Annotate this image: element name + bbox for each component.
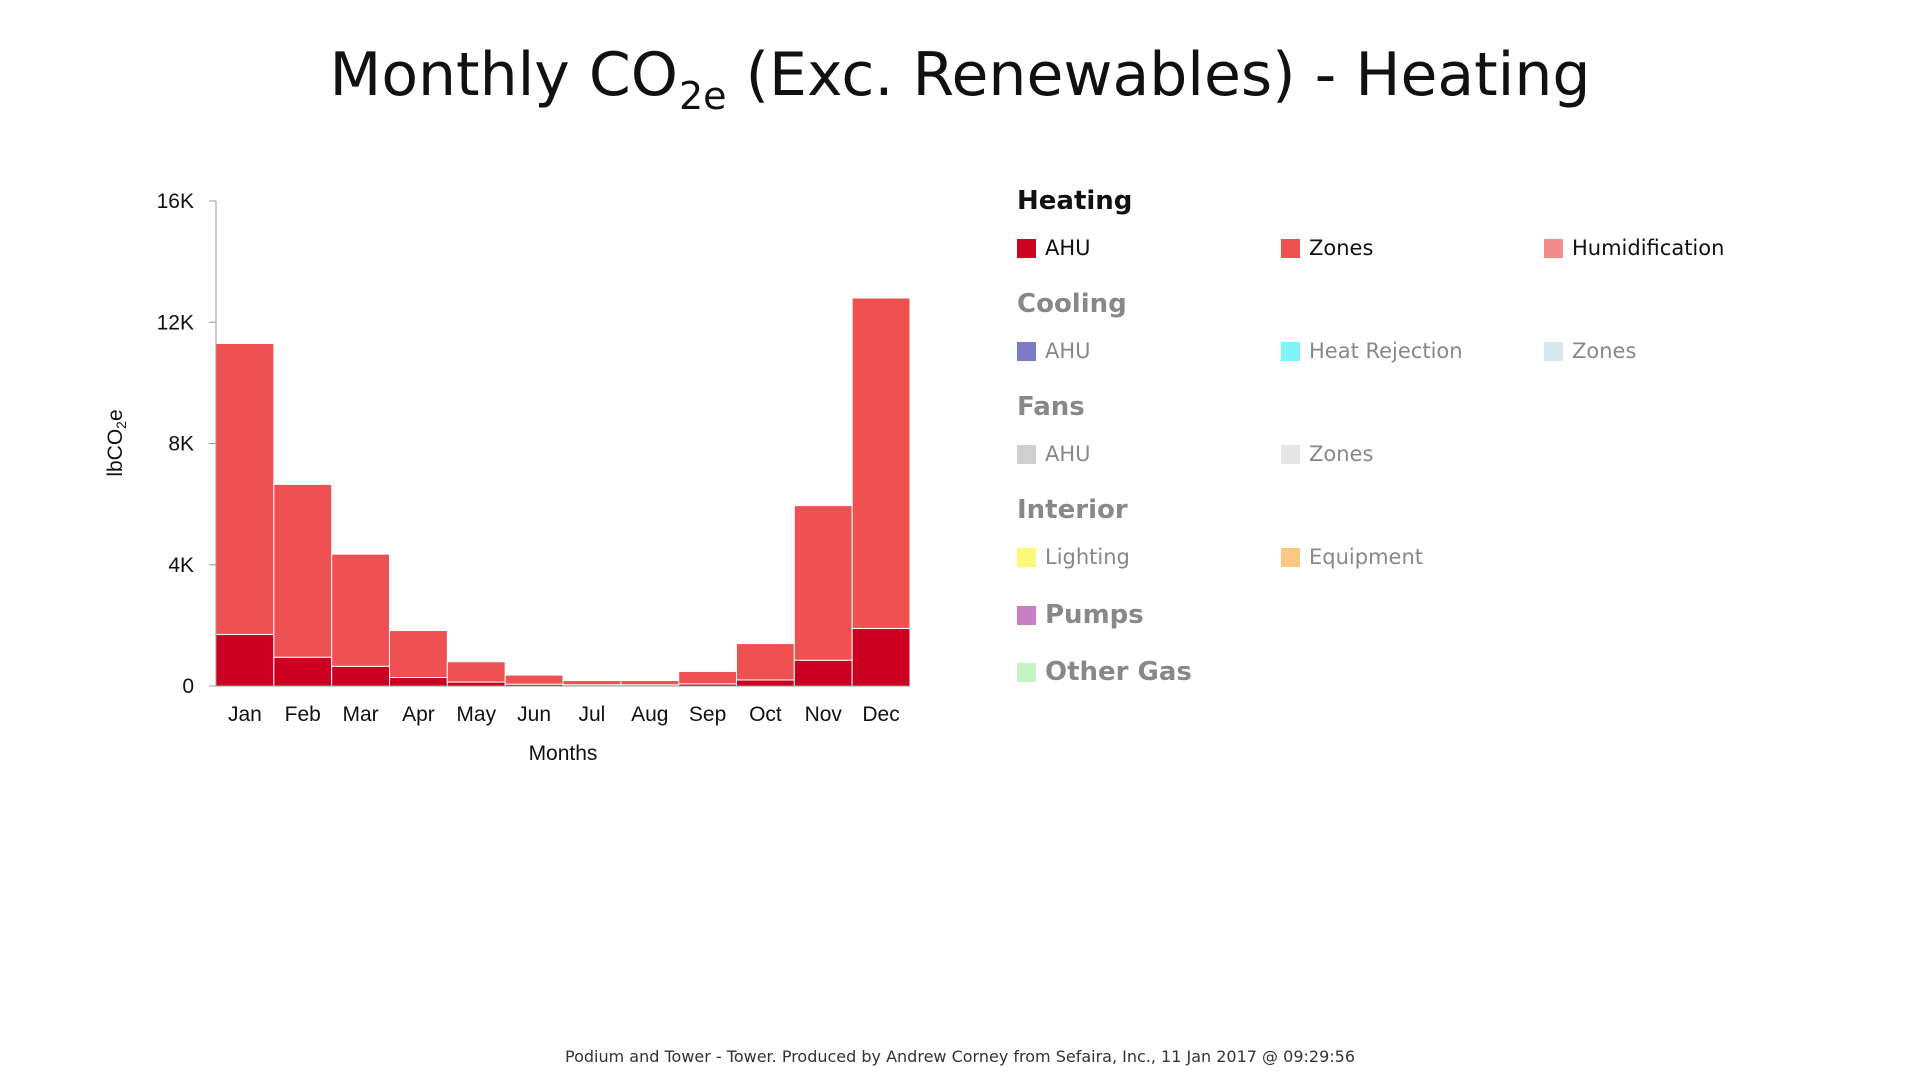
legend-swatch bbox=[1281, 547, 1300, 567]
legend-item-interior-equipment[interactable]: Equipment bbox=[1281, 545, 1423, 569]
bar-jun-zones[interactable] bbox=[504, 674, 564, 685]
legend-swatch bbox=[1017, 341, 1036, 361]
legend-item-other-gas[interactable]: Other Gas bbox=[1017, 657, 1192, 687]
legend-swatch bbox=[1544, 341, 1563, 361]
bar-dec-ahu[interactable] bbox=[851, 627, 911, 687]
bar-nov-zones[interactable] bbox=[793, 505, 853, 661]
legend-label: AHU bbox=[1045, 442, 1091, 466]
bar-oct-zones[interactable] bbox=[736, 643, 795, 681]
legend-swatch bbox=[1281, 444, 1300, 464]
bar-oct-ahu[interactable] bbox=[736, 679, 795, 687]
x-tick-label: Nov bbox=[805, 703, 843, 726]
legend-group-fans[interactable]: Fans bbox=[1017, 392, 1085, 422]
bar-feb-ahu[interactable] bbox=[273, 656, 333, 687]
legend-swatch bbox=[1017, 662, 1036, 682]
bar-aug-zones[interactable] bbox=[620, 680, 680, 686]
y-tick-label: 12K bbox=[157, 311, 194, 334]
legend-label: Heat Rejection bbox=[1309, 339, 1463, 363]
chart-title: Monthly CO2e (Exc. Renewables) - Heating bbox=[329, 40, 1591, 118]
legend-label: Zones bbox=[1309, 236, 1374, 260]
bar-chart: 0 4K 8K 12K 16K Jan Feb Mar Apr May Jun Jul Aug Sep O… bbox=[104, 190, 911, 765]
y-tick-label: 8K bbox=[168, 433, 194, 456]
x-tick-label: Jan bbox=[228, 703, 262, 726]
legend-item-fans-zones[interactable]: Zones bbox=[1281, 442, 1373, 466]
legend-swatch bbox=[1017, 605, 1036, 625]
legend-item-cooling-zones[interactable]: Zones bbox=[1544, 339, 1636, 363]
bar-mar-zones[interactable] bbox=[331, 553, 390, 667]
y-tick-label: 0 bbox=[182, 675, 194, 698]
bar-jan-ahu[interactable] bbox=[215, 633, 275, 687]
bar-may-ahu[interactable] bbox=[446, 681, 506, 687]
legend-label: Other Gas bbox=[1045, 657, 1192, 687]
y-ticks-group: 0 4K 8K 12K 16K bbox=[157, 190, 216, 698]
x-tick-label: Sep bbox=[689, 703, 726, 726]
x-tick-label: Jul bbox=[578, 703, 605, 726]
legend-item-fans-ahu[interactable]: AHU bbox=[1017, 442, 1091, 466]
legend-label: Lighting bbox=[1045, 545, 1130, 569]
x-tick-label: Mar bbox=[342, 703, 378, 726]
legend-group-heating[interactable]: Heating bbox=[1017, 186, 1133, 216]
legend-swatch bbox=[1017, 444, 1036, 464]
bar-may-zones[interactable] bbox=[446, 661, 506, 683]
legend-group-cooling[interactable]: Cooling bbox=[1017, 289, 1127, 319]
x-axis-label: Months bbox=[529, 742, 598, 765]
legend-swatch bbox=[1017, 547, 1036, 567]
legend-item-cooling-ahu[interactable]: AHU bbox=[1017, 339, 1091, 363]
x-tick-label: Apr bbox=[402, 703, 435, 726]
legend-swatch bbox=[1544, 238, 1563, 258]
x-tick-label: Dec bbox=[862, 703, 899, 726]
x-ticks-group: Jan Feb Mar Apr May Jun Jul Aug Sep Oct Nov Dec bbox=[228, 703, 900, 726]
y-axis-label: lbCO2e bbox=[104, 409, 129, 476]
x-tick-label: Jun bbox=[517, 703, 551, 726]
legend-label: Equipment bbox=[1309, 545, 1423, 569]
footer-credit: Podium and Tower - Tower. Produced by An… bbox=[565, 1047, 1355, 1066]
bar-jan-zones[interactable] bbox=[215, 342, 275, 635]
legend-label: Zones bbox=[1309, 442, 1374, 466]
legend-item-heating-zones[interactable]: Zones bbox=[1281, 236, 1373, 260]
legend-item-cooling-heat-rejection[interactable]: Heat Rejection bbox=[1281, 339, 1463, 363]
legend-label: Pumps bbox=[1045, 600, 1144, 630]
legend-label: Humidification bbox=[1572, 236, 1725, 260]
y-tick-label: 4K bbox=[168, 554, 194, 577]
legend-label: Zones bbox=[1572, 339, 1637, 363]
bar-sep-zones[interactable] bbox=[678, 670, 738, 685]
legend-item-heating-humidification[interactable]: Humidification bbox=[1544, 236, 1724, 260]
legend-swatch bbox=[1281, 238, 1300, 258]
y-tick-label: 16K bbox=[157, 190, 194, 213]
legend-swatch bbox=[1281, 341, 1300, 361]
x-tick-label: Oct bbox=[749, 703, 782, 726]
bar-jul-zones[interactable] bbox=[562, 680, 622, 686]
bar-feb-zones[interactable] bbox=[273, 483, 333, 658]
bar-mar-ahu[interactable] bbox=[331, 665, 390, 687]
bar-nov-ahu[interactable] bbox=[793, 659, 853, 687]
bar-apr-ahu[interactable] bbox=[389, 677, 448, 687]
x-tick-label: May bbox=[456, 703, 496, 726]
legend-item-heating-ahu[interactable]: AHU bbox=[1017, 236, 1091, 260]
legend-group-interior[interactable]: Interior bbox=[1017, 495, 1128, 525]
legend-label: AHU bbox=[1045, 339, 1091, 363]
bar-apr-zones[interactable] bbox=[389, 630, 448, 679]
legend: Heating AHU Zones Humidification Cooling AHU H… bbox=[1017, 180, 1837, 740]
x-tick-label: Feb bbox=[285, 703, 321, 726]
bars-group bbox=[215, 297, 911, 687]
bar-dec-zones[interactable] bbox=[851, 297, 911, 629]
x-tick-label: Aug bbox=[631, 703, 668, 726]
legend-item-interior-lighting[interactable]: Lighting bbox=[1017, 545, 1130, 569]
legend-label: AHU bbox=[1045, 236, 1091, 260]
legend-swatch bbox=[1017, 238, 1036, 258]
legend-item-pumps[interactable]: Pumps bbox=[1017, 600, 1144, 630]
